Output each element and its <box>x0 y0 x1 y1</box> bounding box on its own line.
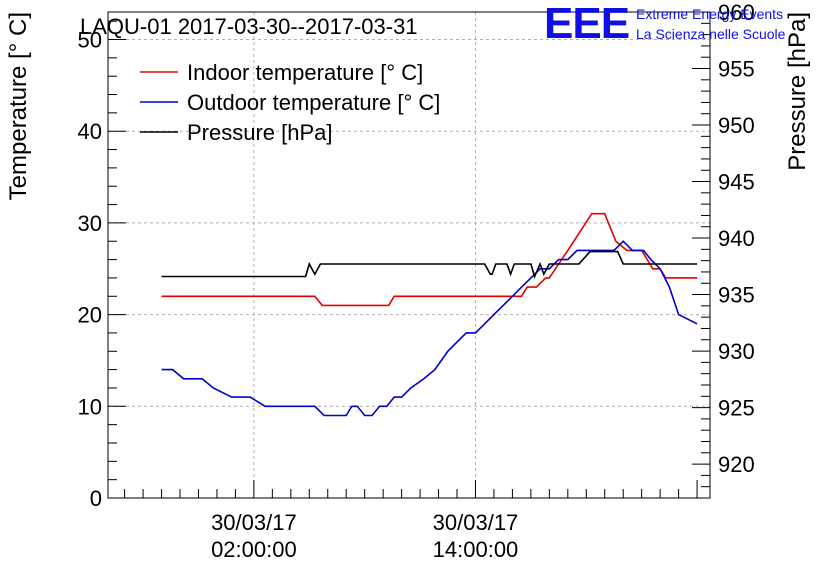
legend: Indoor temperature [° C] Outdoor temperat… <box>140 60 440 145</box>
eee-logo: EEE <box>544 0 630 48</box>
right-tick-label: 920 <box>718 452 755 477</box>
left-axis: 0 10 20 30 40 50 <box>78 20 126 511</box>
series-layer <box>161 212 698 417</box>
chart-title: LAQU-01 2017-03-30--2017-03-31 <box>80 14 418 39</box>
left-tick-label: 30 <box>78 211 102 236</box>
x-tick-time-label: 14:00:00 <box>433 537 519 562</box>
right-tick-label: 960 <box>718 0 755 25</box>
right-tick-label: 940 <box>718 226 755 251</box>
legend-label-pressure: Pressure [hPa] <box>187 120 333 145</box>
right-axis-label: Pressure [hPa] <box>784 12 811 171</box>
series-line-indoor-temperature <box>161 212 698 307</box>
x-tick-time-label: 02:00:00 <box>211 537 297 562</box>
right-tick-label: 950 <box>718 113 755 138</box>
left-tick-label: 40 <box>78 119 102 144</box>
legend-label-outdoor-temperature: Outdoor temperature [° C] <box>187 90 440 115</box>
left-tick-label: 0 <box>90 486 102 511</box>
right-axis: 920 925 930 935 940 945 950 955 960 <box>692 0 755 499</box>
series-line-pressure <box>161 250 698 279</box>
brand-text: Extreme Energy Events La Scienza nelle S… <box>636 4 785 44</box>
brand-line-2: La Scienza nelle Scuole <box>636 26 786 42</box>
right-tick-label: 955 <box>718 57 755 82</box>
right-tick-label: 930 <box>718 339 755 364</box>
eee-logo-mark: EEE <box>544 0 630 48</box>
right-tick-label: 935 <box>718 283 755 308</box>
left-tick-label: 50 <box>78 28 102 53</box>
series-line-outdoor-temperature <box>161 240 698 417</box>
left-tick-label: 10 <box>78 394 102 419</box>
x-tick-date-label: 30/03/17 <box>211 510 297 535</box>
left-tick-label: 20 <box>78 303 102 328</box>
grid-lines <box>108 12 710 498</box>
right-tick-label: 945 <box>718 170 755 195</box>
left-axis-label: Temperature [° C] <box>5 12 32 200</box>
brand-line-1: Extreme Energy Events <box>636 6 784 22</box>
legend-label-indoor-temperature: Indoor temperature [° C] <box>187 60 423 85</box>
plot-frame <box>107 11 711 499</box>
right-tick-label: 925 <box>718 396 755 421</box>
x-tick-date-label: 30/03/17 <box>433 510 519 535</box>
